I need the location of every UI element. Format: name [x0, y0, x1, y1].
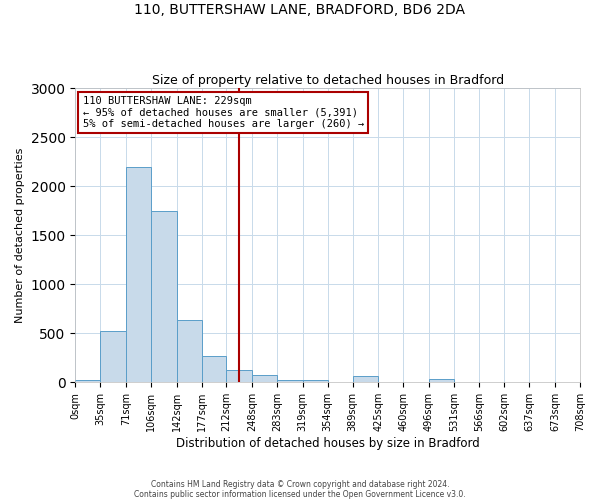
Title: Size of property relative to detached houses in Bradford: Size of property relative to detached ho…	[152, 74, 504, 87]
Bar	[303, 380, 328, 382]
Text: 110, BUTTERSHAW LANE, BRADFORD, BD6 2DA: 110, BUTTERSHAW LANE, BRADFORD, BD6 2DA	[134, 2, 466, 16]
Bar	[226, 370, 252, 382]
Bar	[151, 210, 176, 382]
Bar	[126, 166, 151, 382]
Bar	[429, 380, 454, 382]
X-axis label: Distribution of detached houses by size in Bradford: Distribution of detached houses by size …	[176, 437, 479, 450]
Text: Contains HM Land Registry data © Crown copyright and database right 2024.
Contai: Contains HM Land Registry data © Crown c…	[134, 480, 466, 499]
Bar	[176, 320, 202, 382]
Bar	[76, 380, 100, 382]
Bar	[252, 376, 277, 382]
Bar	[100, 332, 126, 382]
Y-axis label: Number of detached properties: Number of detached properties	[15, 148, 25, 323]
Text: 110 BUTTERSHAW LANE: 229sqm
← 95% of detached houses are smaller (5,391)
5% of s: 110 BUTTERSHAW LANE: 229sqm ← 95% of det…	[83, 96, 364, 129]
Bar	[202, 356, 226, 382]
Bar	[277, 380, 303, 382]
Bar	[353, 376, 379, 382]
